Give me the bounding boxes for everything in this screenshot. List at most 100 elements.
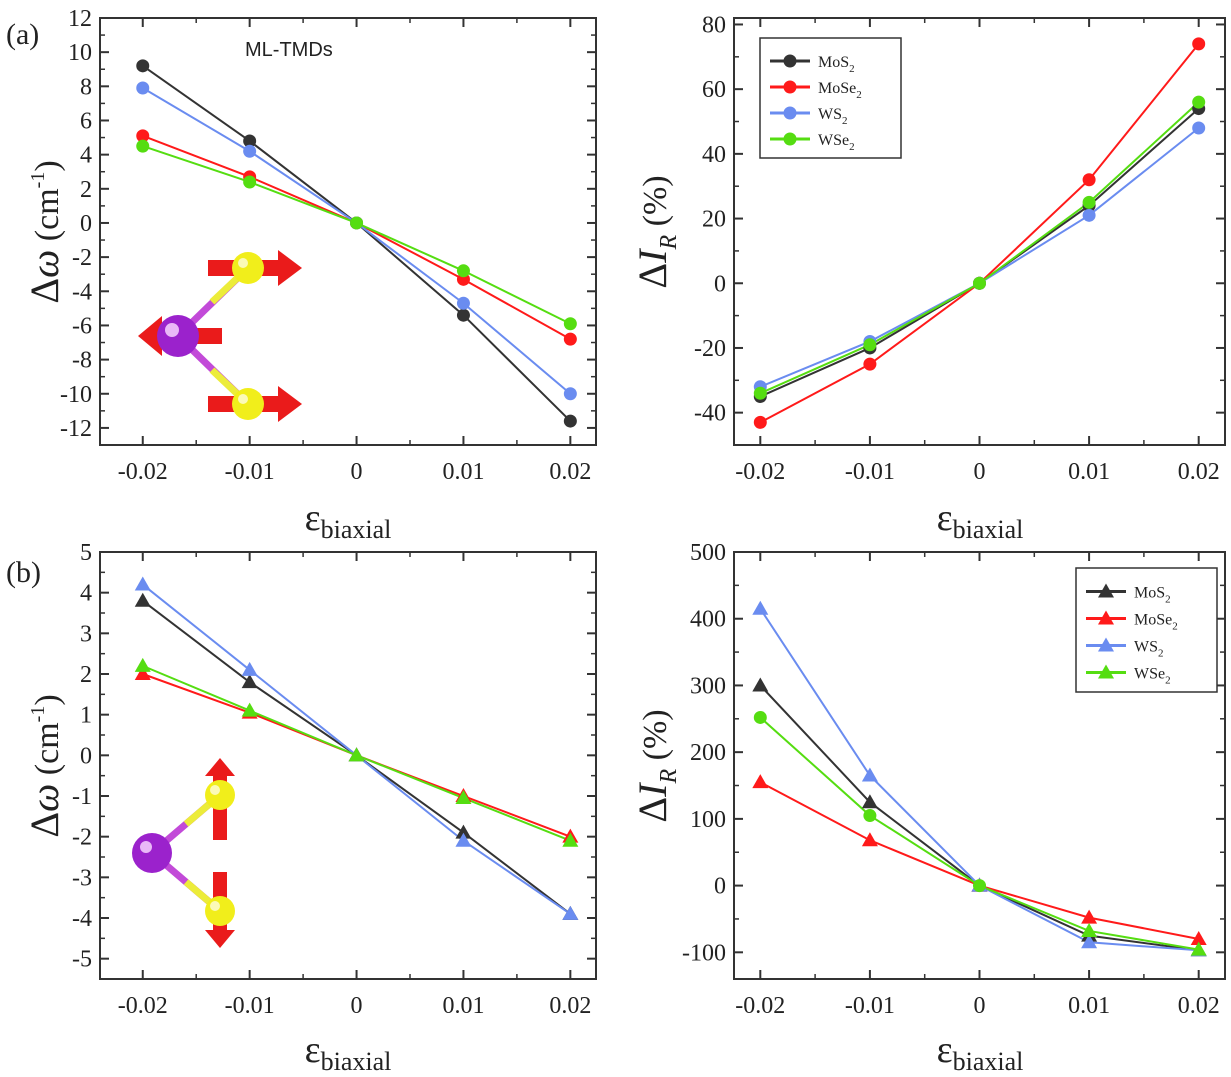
data-point-MoSe2 (752, 774, 769, 789)
chart-a-left: -0.02 -0.01 0 0.01 0.02 12 10 8 6 4 2 0 -2 -4 -6 -8 -10… (22, 6, 597, 544)
metal-atom-highlight (165, 323, 179, 337)
y-axis-label: ΔIR (%) (630, 175, 682, 288)
x-tick-label: -0.01 (225, 993, 275, 1019)
data-point-WSe2 (973, 879, 986, 893)
legend-label-WSe2: WSe2 (1134, 666, 1171, 687)
x-tick-label: -0.01 (845, 459, 895, 485)
y-tick-label: -2 (72, 245, 92, 271)
data-point-MoS2 (563, 414, 577, 428)
x-axis-label: εbiaxial (937, 497, 1024, 544)
series-line-WSe2 (759, 716, 1199, 951)
tick-marks (100, 17, 596, 445)
x-tick-labels: -0.02 -0.01 0 0.01 0.02 (735, 459, 1219, 485)
data-point-MoSe2 (134, 666, 151, 680)
chalcogen-highlight (238, 258, 248, 268)
data-point-WS2 (861, 767, 878, 782)
x-axis-label: εbiaxial (305, 497, 392, 544)
y-axis-label: Δω (cm-1) (22, 160, 67, 303)
tick-marks (734, 18, 1225, 445)
data-point-MoSe2 (1082, 173, 1096, 187)
y-tick-label: -12 (60, 416, 92, 442)
legend-marker-WSe2 (783, 132, 797, 146)
y-tick-label: 3 (80, 621, 92, 647)
data-point-MoSe2 (863, 357, 877, 371)
data-point-WS2 (1192, 121, 1206, 135)
arrow-head (278, 250, 302, 286)
series-line-WSe2 (142, 145, 571, 325)
x-tick-labels: -0.02 -0.01 0 0.01 0.02 (735, 993, 1219, 1019)
legend-label-WS2: WS2 (1134, 639, 1164, 660)
chart-a-right: -0.02 -0.01 0 0.01 0.02 80 60 40 20 0 -20 -40 MoS2… (630, 12, 1226, 544)
y-tick-label: 12 (68, 6, 92, 32)
data-point-MoSe2 (563, 332, 577, 346)
y-tick-label: 200 (690, 740, 726, 766)
data-point-MoS2 (456, 308, 470, 322)
data-point-WSe2 (863, 809, 877, 823)
x-axis-label: εbiaxial (937, 1029, 1024, 1076)
x-tick-label: -0.02 (735, 993, 785, 1019)
x-tick-label: -0.02 (118, 459, 168, 485)
data-markers (134, 576, 579, 920)
y-tick-label: 20 (702, 207, 726, 233)
tick-marks (734, 551, 1225, 979)
y-tick-label: 2 (80, 662, 92, 688)
y-tick-label: -8 (72, 348, 92, 374)
y-tick-label: -1 (72, 784, 92, 810)
x-tick-labels: -0.02 -0.01 0 0.01 0.02 (118, 993, 592, 1019)
data-point-WS2 (752, 600, 769, 615)
data-point-WSe2 (1081, 922, 1098, 937)
data-point-WSe2 (973, 276, 986, 290)
x-tick-label: 0 (974, 993, 986, 1019)
y-tick-label: 1 (80, 703, 92, 729)
data-point-MoSe2 (1190, 930, 1207, 945)
y-tick-label: -2 (72, 825, 92, 851)
legend-label-MoS2: MoS2 (1134, 585, 1171, 606)
panel-label-a: (a) (6, 18, 39, 51)
x-tick-label: 0 (351, 993, 363, 1019)
y-tick-label: 100 (690, 807, 726, 833)
legend-marker-WS2 (783, 106, 797, 120)
data-point-WSe2 (753, 710, 767, 724)
data-point-MoS2 (241, 674, 258, 689)
metal-atom (157, 315, 199, 357)
y-tick-label: 500 (690, 540, 726, 566)
y-tick-label: 80 (702, 12, 726, 38)
chalcogen-atom (205, 896, 235, 926)
chalcogen-highlight (238, 394, 248, 404)
data-point-MoSe2 (136, 129, 150, 143)
chalcogen-atom (232, 388, 264, 420)
chart-b-left: -0.02 -0.01 0 0.01 0.02 5 4 3 2 1 0 -1 -2 -3 -4 -5 εbi… (22, 540, 597, 1076)
x-tick-label: -0.01 (845, 993, 895, 1019)
series-line-WS2 (142, 87, 571, 395)
legend: MoS2 MoSe2 WS2 WSe2 (1075, 567, 1218, 693)
y-tick-labels: 5 4 3 2 1 0 -1 -2 -3 -4 -5 (72, 540, 92, 973)
data-point-WS2 (563, 387, 577, 401)
arrow-head (278, 386, 302, 422)
data-point-WSe2 (350, 216, 364, 230)
data-point-WS2 (1082, 208, 1096, 222)
y-tick-label: 0 (714, 271, 726, 297)
y-tick-label: -20 (694, 336, 726, 362)
chalcogen-highlight (210, 785, 220, 795)
data-point-MoS2 (752, 677, 769, 692)
y-tick-label: 60 (702, 77, 726, 103)
legend-label-MoSe2: MoSe2 (818, 80, 862, 101)
annotation-ml-tmds: ML-TMDs (245, 39, 333, 61)
series-line-MoSe2 (759, 781, 1199, 940)
data-markers (136, 59, 577, 428)
y-tick-label: 0 (80, 743, 92, 769)
data-point-WSe2 (348, 747, 365, 762)
y-tick-label: 8 (80, 74, 92, 100)
y-tick-label: -4 (72, 279, 92, 305)
x-tick-labels: -0.02 -0.01 0 0.01 0.02 (118, 459, 592, 485)
y-tick-labels: 80 60 40 20 0 -20 -40 (694, 12, 726, 426)
y-tick-label: -10 (60, 382, 92, 408)
legend-marker-MoSe2 (1098, 610, 1114, 625)
x-tick-label: 0 (351, 459, 363, 485)
panel-label-b: (b) (6, 556, 41, 589)
y-tick-label: -40 (694, 401, 726, 427)
legend-label-WSe2: WSe2 (818, 132, 855, 153)
x-tick-label: -0.01 (225, 459, 275, 485)
y-axis-label: Δω (cm-1) (22, 694, 67, 837)
data-point-WS2 (136, 81, 150, 95)
